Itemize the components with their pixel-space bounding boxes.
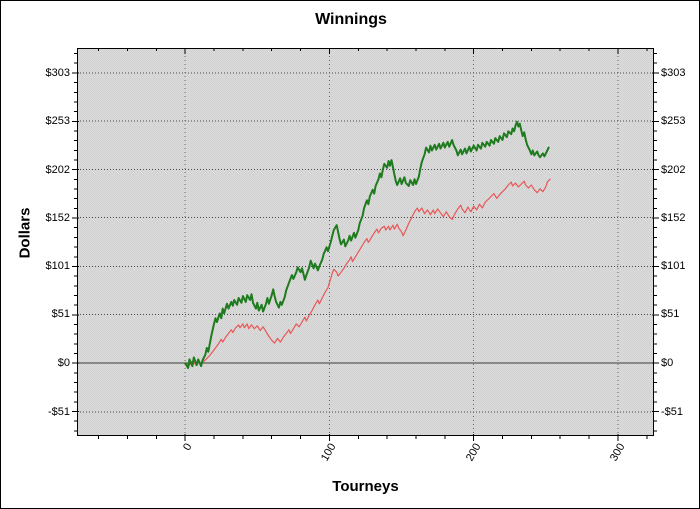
y-tick-label-right: -$51 (661, 406, 684, 418)
y-tick-label-right: $0 (661, 357, 674, 369)
x-tick-label: 300 (607, 441, 628, 464)
plot-area (77, 48, 654, 436)
y-tick-label-right: $202 (661, 164, 686, 176)
y-tick-label-left: $253 (45, 115, 70, 127)
x-axis-title: Tourneys (332, 478, 399, 495)
y-tick-label-right: $101 (661, 260, 686, 272)
chart-title: Winnings (315, 11, 387, 28)
y-tick-label-left: -$51 (47, 406, 70, 418)
y-tick-label-left: $202 (45, 164, 70, 176)
y-tick-label-right: $51 (661, 308, 680, 320)
y-tick-label-left: $152 (45, 212, 70, 224)
y-tick-label-right: $303 (661, 67, 686, 79)
y-tick-label-right: $152 (661, 212, 686, 224)
y-tick-label-left: $51 (51, 308, 70, 320)
x-tick-label: 200 (463, 441, 484, 464)
y-tick-label-left: $0 (57, 357, 70, 369)
y-tick-label-left: $303 (45, 67, 70, 79)
x-tick-label: 0 (181, 441, 195, 453)
y-tick-label-right: $253 (661, 115, 686, 127)
y-tick-label-left: $101 (45, 260, 70, 272)
x-tick-label: 100 (318, 441, 339, 464)
